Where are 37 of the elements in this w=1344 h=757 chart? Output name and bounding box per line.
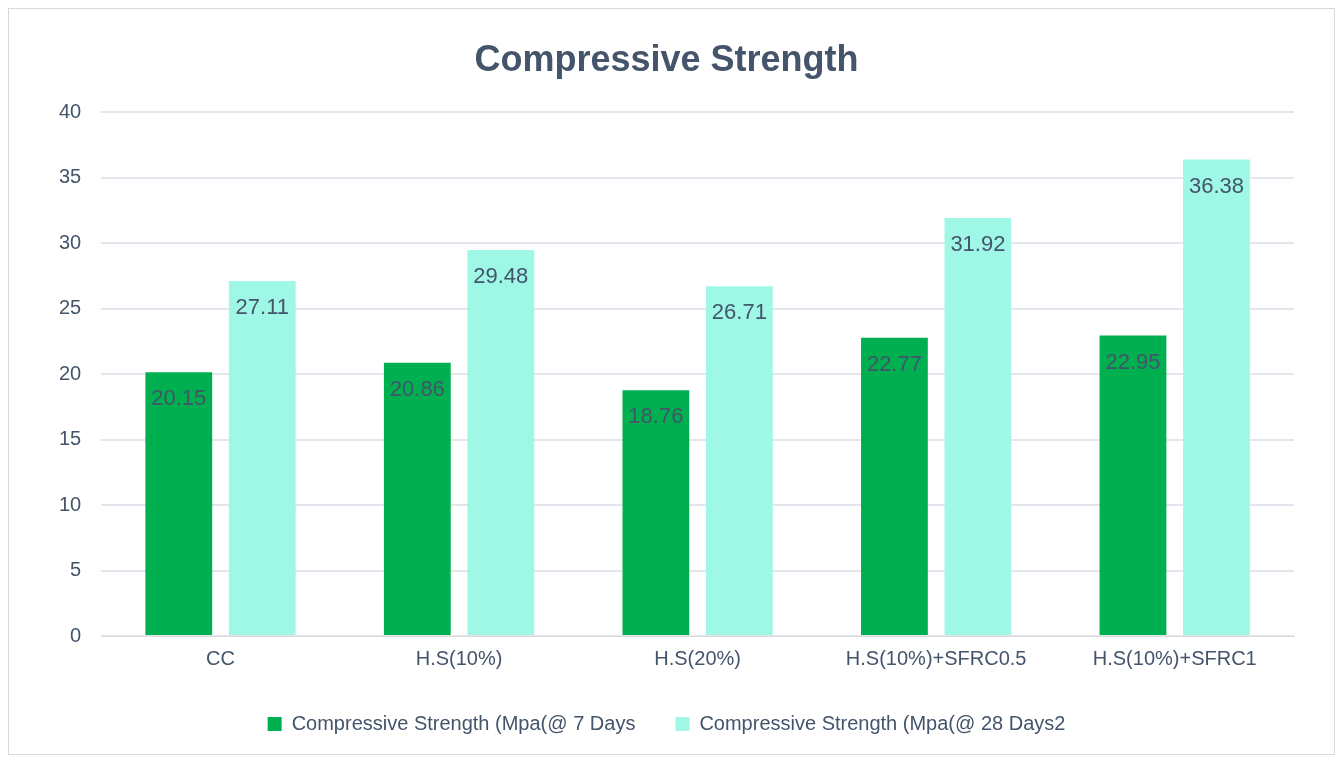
data-label: 31.92 bbox=[950, 231, 1006, 257]
bar bbox=[383, 362, 451, 635]
y-tick-label: 35 bbox=[59, 165, 82, 188]
data-label: 20.15 bbox=[151, 385, 207, 411]
data-label: 36.38 bbox=[1188, 172, 1244, 198]
data-label: 22.95 bbox=[1105, 348, 1161, 374]
y-tick-label: 0 bbox=[70, 623, 82, 646]
y-tick-label: 10 bbox=[59, 492, 82, 515]
bar bbox=[228, 281, 296, 635]
bar bbox=[1183, 159, 1250, 635]
x-tick-label: CC bbox=[206, 646, 235, 669]
bar bbox=[861, 337, 928, 635]
bar bbox=[705, 286, 773, 635]
x-tick-label: H.S(10%) bbox=[415, 646, 503, 669]
x-tick-label: H.S(20%) bbox=[654, 646, 741, 669]
data-label: 29.48 bbox=[473, 263, 529, 289]
y-tick-label: 30 bbox=[59, 230, 82, 253]
legend-label: Compressive Strength (Mpa(@ 7 Days bbox=[291, 711, 636, 734]
x-tick-label: H.S(10%)+SFRC0.5 bbox=[845, 646, 1027, 669]
y-tick-label: 25 bbox=[59, 296, 82, 319]
y-tick-label: 40 bbox=[59, 99, 82, 122]
data-label: 18.76 bbox=[628, 403, 684, 429]
bar bbox=[944, 218, 1012, 635]
y-tick-label: 5 bbox=[70, 558, 82, 581]
y-tick-label: 15 bbox=[59, 427, 82, 450]
data-label: 27.11 bbox=[235, 294, 289, 320]
bar bbox=[467, 249, 535, 635]
data-label: 22.77 bbox=[866, 350, 922, 376]
x-tick-label: H.S(10%)+SFRC1 bbox=[1092, 646, 1257, 669]
y-tick-label: 20 bbox=[59, 361, 82, 384]
chart-title: Compressive Strength bbox=[474, 37, 859, 79]
bar bbox=[145, 372, 213, 635]
bar bbox=[1099, 335, 1167, 635]
bar bbox=[622, 390, 690, 635]
legend-label: Compressive Strength (Mpa(@ 28 Days2 bbox=[699, 711, 1066, 734]
data-label: 26.71 bbox=[711, 299, 767, 325]
data-label: 20.86 bbox=[389, 375, 445, 401]
